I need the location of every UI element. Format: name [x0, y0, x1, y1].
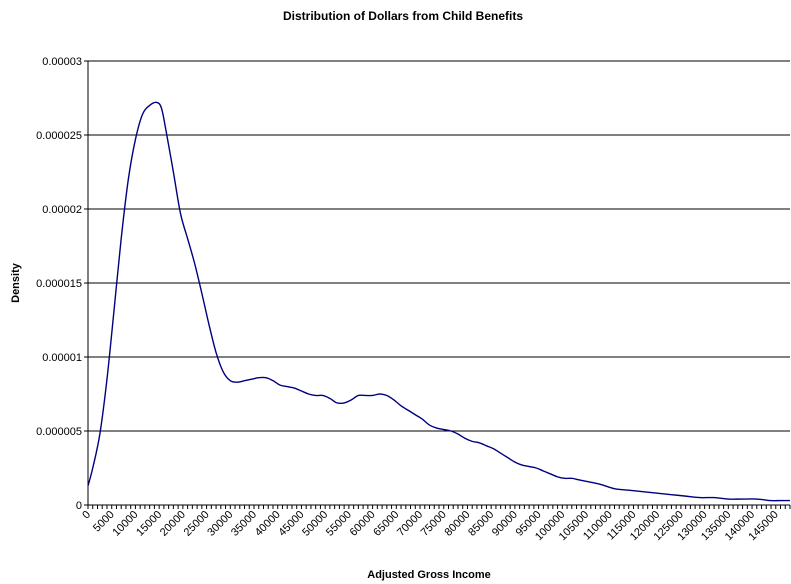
y-axis-label: Density — [10, 262, 22, 303]
x-axis-label: Adjusted Gross Income — [367, 569, 490, 581]
x-tick-label: 0 — [80, 509, 93, 522]
x-tick-label: 90000 — [490, 509, 520, 539]
density-line — [87, 101, 790, 502]
x-tick-label: 20000 — [158, 509, 188, 539]
gridlines — [88, 60, 790, 432]
y-tick-label: 0.000005 — [36, 426, 82, 438]
x-tick-label: 55000 — [324, 509, 354, 539]
x-tick-label: 25000 — [182, 509, 212, 539]
x-tick-label: 15000 — [134, 509, 164, 539]
x-tick-label: 45000 — [276, 509, 306, 539]
x-tick-label: 10000 — [110, 509, 140, 539]
x-tick-label: 50000 — [300, 509, 330, 539]
x-tick-label: 65000 — [371, 509, 401, 539]
y-tick-label: 0.00003 — [42, 56, 82, 68]
y-tick-label: 0.00002 — [42, 204, 82, 216]
y-axis-ticks: 0 0.000005 0.00001 0.000015 0.00002 0.000025 0… — [36, 56, 88, 512]
x-tick-label: 80000 — [442, 509, 472, 539]
x-tick-label: 30000 — [205, 509, 235, 539]
x-tick-label: 85000 — [466, 509, 496, 539]
x-tick-label: 75000 — [419, 509, 449, 539]
y-tick-label: 0.000025 — [36, 130, 82, 142]
x-tick-label: 60000 — [348, 509, 378, 539]
x-tick-label: 35000 — [229, 509, 259, 539]
x-tick-label: 70000 — [395, 509, 425, 539]
x-axis-ticks: 0500010000150002000025000300003500040000… — [80, 505, 791, 543]
y-tick-label: 0.000015 — [36, 278, 82, 290]
chart-title: Distribution of Dollars from Child Benef… — [283, 9, 523, 23]
y-tick-label: 0 — [76, 500, 82, 512]
y-tick-label: 0.00001 — [42, 352, 82, 364]
x-tick-label: 40000 — [253, 509, 283, 539]
